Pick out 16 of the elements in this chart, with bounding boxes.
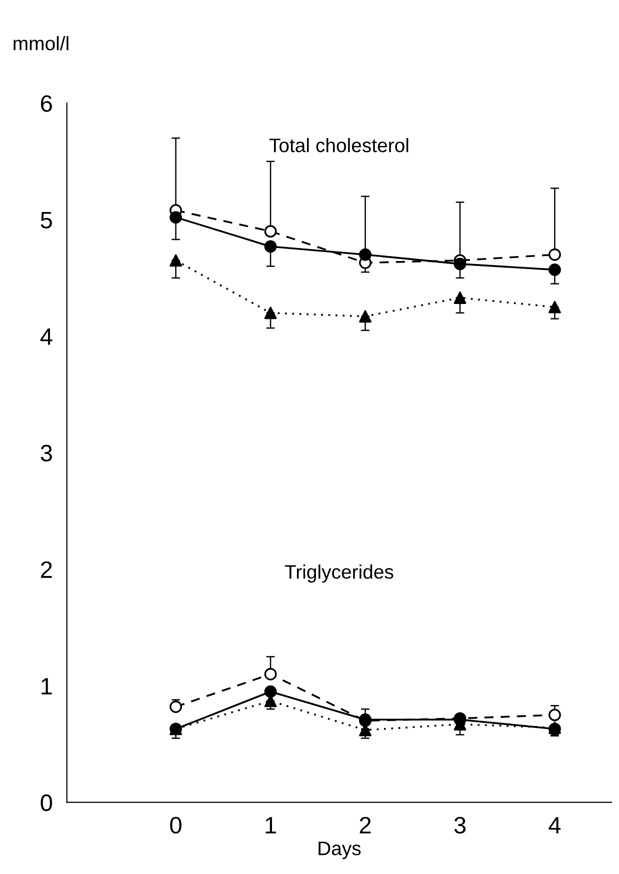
x-tick-label: 0 xyxy=(170,816,182,834)
y-axis-title: mmol/l xyxy=(14,36,68,50)
x-axis-title: Days xyxy=(318,842,361,860)
y-tick-label: 3 xyxy=(40,444,52,462)
x-tick-label: 3 xyxy=(454,816,466,834)
x-tick-label: 4 xyxy=(548,817,561,834)
y-tick-label: 0 xyxy=(40,794,52,812)
x-tick-label: 2 xyxy=(360,816,371,834)
y-tick-label: 2 xyxy=(41,561,52,578)
y-tick-label: 4 xyxy=(40,328,52,345)
y-tick-label: 6 xyxy=(41,95,52,112)
annotation: Total cholesterol xyxy=(269,138,408,152)
annotation: Triglycerides xyxy=(284,564,394,583)
y-tick-label: 1 xyxy=(42,678,52,694)
y-tick-label: 5 xyxy=(40,212,52,228)
x-tick-label: 1 xyxy=(266,817,276,834)
